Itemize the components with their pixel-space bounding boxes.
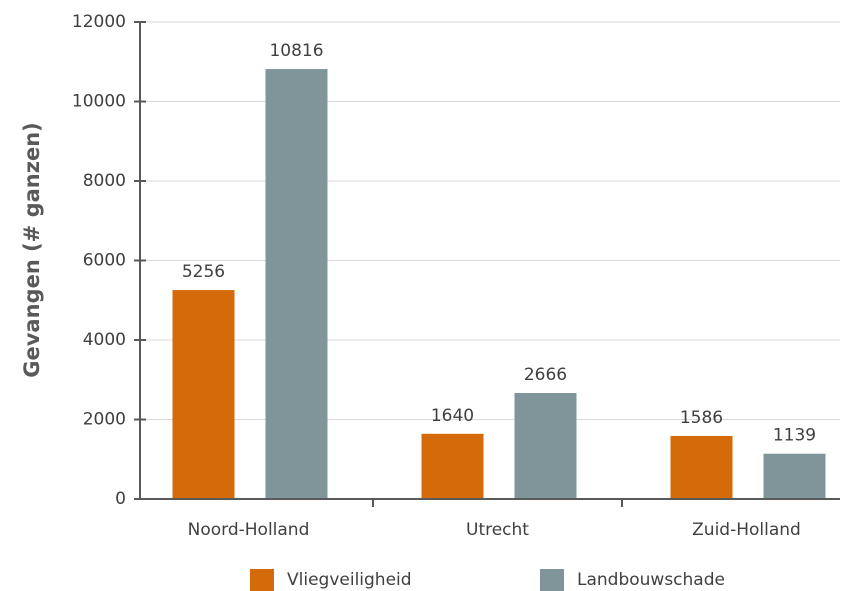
bar — [172, 290, 235, 499]
data-label: 10816 — [269, 41, 323, 61]
x-tick-label: Noord-Holland — [188, 520, 310, 540]
legend-label: Vliegveiligheid — [287, 570, 412, 590]
x-tick-label: Utrecht — [466, 520, 529, 540]
y-tick-label: 10000 — [72, 92, 126, 112]
bar — [763, 453, 826, 499]
data-label: 1139 — [773, 426, 816, 446]
data-label: 5256 — [182, 262, 225, 282]
x-tick-label: Zuid-Holland — [692, 520, 801, 540]
y-tick-label: 2000 — [83, 410, 126, 430]
y-tick-label: 12000 — [72, 12, 126, 32]
legend-swatch — [250, 569, 274, 591]
legend-swatch — [540, 569, 564, 591]
y-axis-label: Gevangen (# ganzen) — [20, 122, 44, 378]
y-tick-label: 0 — [115, 489, 126, 509]
y-tick-label: 6000 — [83, 251, 126, 271]
bar — [670, 435, 733, 499]
bar — [514, 393, 577, 499]
legend-label: Landbouwschade — [577, 570, 725, 590]
bar — [421, 433, 484, 499]
data-label: 2666 — [524, 365, 567, 385]
y-tick-label: 8000 — [83, 171, 126, 191]
data-label: 1586 — [680, 408, 723, 428]
bar — [265, 69, 328, 500]
data-label: 1640 — [431, 406, 474, 426]
y-tick-label: 4000 — [83, 330, 126, 350]
